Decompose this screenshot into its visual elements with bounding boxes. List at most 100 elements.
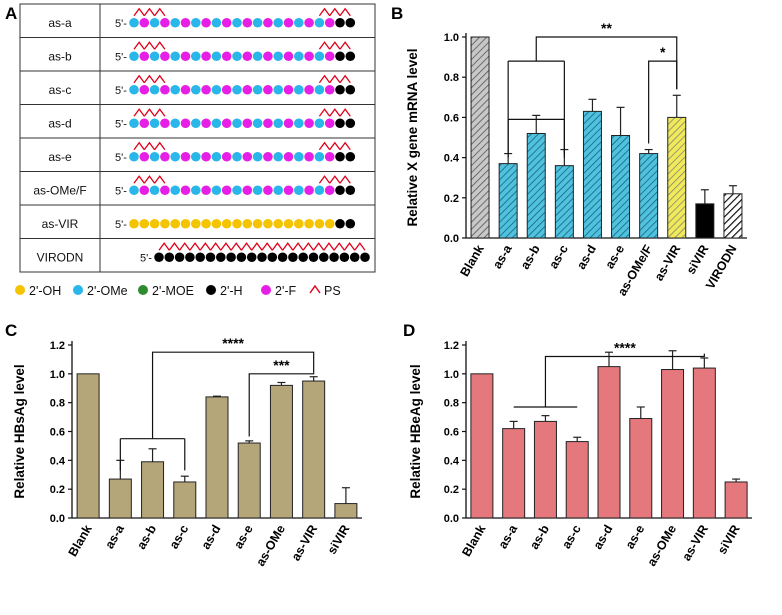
nucleotide-f-icon: [283, 185, 294, 196]
nucleotide-oh-icon: [252, 218, 263, 229]
nucleotide-ome-icon: [314, 17, 325, 28]
nucleotide-f-icon: [201, 185, 211, 196]
ps-linkage-icon: [199, 242, 212, 251]
bar-as-vir: [667, 116, 687, 239]
y-tick-label: 0.6: [50, 427, 65, 439]
y-tick-label: 1.2: [50, 340, 65, 352]
nucleotide-f-icon: [324, 51, 335, 62]
nucleotide-ome-icon: [170, 84, 180, 95]
nucleotide-ome-icon: [273, 51, 284, 62]
nucleotide-f-icon: [139, 17, 150, 28]
ps-linkage-icon: [154, 175, 166, 184]
nucleotide-ome-icon: [149, 151, 160, 162]
nucleotide-f-icon: [242, 185, 253, 196]
nucleotide-oh-icon: [191, 218, 201, 229]
ps-linkage-icon: [261, 242, 273, 251]
nucleotide-h-icon: [174, 252, 185, 263]
ps-linkage-icon: [240, 242, 253, 251]
ps-linkage-icon: [143, 41, 156, 50]
bar-as-e: [237, 442, 261, 519]
nucleotide-oh-icon: [129, 218, 139, 229]
nucleotide-h-icon: [319, 252, 329, 263]
nucleotide-ome-icon: [232, 118, 242, 129]
nucleotide-ome-icon: [211, 185, 222, 196]
five-prime-label: 5'-: [115, 85, 127, 97]
nucleotide-f-icon: [201, 84, 211, 95]
nucleotide-h-icon: [335, 118, 345, 129]
nucleotide-f-icon: [242, 51, 253, 62]
nucleotide-ome-icon: [191, 84, 201, 95]
nucleotide-oh-icon: [304, 218, 314, 229]
nucleotide-f-icon: [221, 51, 232, 62]
legend-f-icon: [261, 285, 271, 295]
nucleotide-f-icon: [221, 84, 232, 95]
nucleotide-f-icon: [242, 84, 253, 95]
nucleotide-f-icon: [324, 17, 335, 28]
nucleotide-ome-icon: [232, 151, 242, 162]
nucleotide-f-icon: [304, 118, 314, 129]
ps-linkage-icon: [339, 175, 351, 184]
nucleotide-ome-icon: [294, 151, 304, 162]
ps-linkage-icon: [343, 242, 356, 251]
x-tick-label: siVIR: [684, 243, 712, 277]
nucleotide-f-icon: [263, 17, 273, 28]
sequence-row-name: VIRODN: [37, 250, 84, 264]
x-tick-label: as-a: [490, 242, 515, 272]
nucleotide-ome-icon: [129, 151, 139, 162]
significance-label: ****: [222, 335, 244, 351]
ps-linkage-icon: [230, 242, 242, 251]
nucleotide-ome-icon: [314, 151, 325, 162]
y-axis-title: Relative HBsAg level: [12, 364, 27, 498]
ps-linkage-icon: [339, 7, 351, 17]
sequence-row-name: as-VIR: [42, 217, 79, 231]
nucleotide-ome-icon: [294, 51, 304, 62]
nucleotide-oh-icon: [242, 218, 253, 229]
nucleotide-h-icon: [360, 252, 370, 263]
nucleotide-h-icon: [345, 118, 356, 129]
nucleotide-f-icon: [283, 17, 294, 28]
nucleotide-h-icon: [226, 252, 236, 263]
y-tick-label: 0.0: [444, 233, 459, 245]
x-tick-label: Blank: [66, 522, 95, 559]
ps-linkage-icon: [220, 242, 232, 251]
nucleotide-f-icon: [221, 185, 232, 196]
y-tick-label: 0.6: [444, 427, 459, 439]
bar-as-b: [533, 420, 557, 519]
nucleotide-f-icon: [180, 185, 191, 196]
y-axis-title: Relative HBeAg level: [408, 364, 423, 498]
nucleotide-ome-icon: [294, 84, 304, 95]
x-tick-label: as-c: [559, 522, 584, 551]
x-tick-label: as-VIR: [652, 243, 684, 284]
bar-as-c: [565, 441, 589, 519]
x-tick-label: as-c: [167, 522, 192, 551]
legend-label: 2'-F: [275, 284, 297, 298]
nucleotide-oh-icon: [232, 218, 242, 229]
nucleotide-ome-icon: [273, 118, 284, 129]
nucleotide-ome-icon: [252, 151, 263, 162]
panel-c: C 0.0 0.2 0.4 0.6 0.8 1.0 1.2 Relative HBsAg lev…: [5, 321, 362, 569]
nucleotide-oh-icon: [170, 218, 180, 229]
nucleotide-h-icon: [335, 151, 345, 162]
x-tick-label: as-a: [102, 522, 127, 552]
nucleotide-ome-icon: [252, 17, 263, 28]
ps-linkage-icon: [143, 141, 156, 151]
ps-linkage-icon: [133, 141, 145, 151]
bar-as-a: [108, 478, 132, 519]
nucleotide-f-icon: [263, 151, 273, 162]
nucleotide-ome-icon: [129, 84, 139, 95]
x-tick-label: as-b: [518, 242, 543, 272]
nucleotide-h-icon: [288, 252, 298, 263]
significance-label: **: [601, 20, 612, 36]
bar-sivir: [724, 481, 748, 519]
five-prime-label: 5'-: [115, 219, 127, 231]
x-tick-label: as-c: [546, 242, 571, 271]
bar-as-b: [526, 132, 546, 239]
significance-bracket: [248, 372, 315, 437]
nucleotide-h-icon: [298, 252, 309, 263]
y-tick-label: 0.2: [444, 484, 459, 496]
nucleotide-h-icon: [277, 252, 288, 263]
nucleotide-f-icon: [201, 17, 211, 28]
five-prime-label: 5'-: [115, 118, 127, 130]
y-tick-label: 0.4: [50, 455, 66, 467]
